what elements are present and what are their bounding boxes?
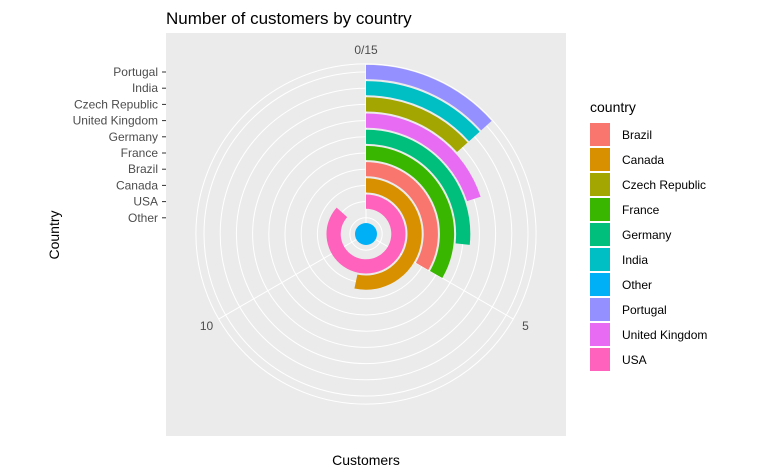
legend-key — [590, 173, 610, 196]
y-tick-label: Czech Republic — [74, 97, 158, 111]
y-tick-label: Brazil — [128, 162, 158, 176]
bars — [326, 64, 492, 290]
bar-czech-republic — [365, 97, 468, 153]
legend-key — [590, 223, 610, 246]
bar-portugal — [365, 64, 492, 131]
y-tick-label: Other — [128, 211, 158, 225]
legend-label: Brazil — [622, 128, 652, 142]
legend-key — [590, 298, 610, 321]
legend-label: Portugal — [622, 303, 667, 317]
y-tick-label: USA — [133, 195, 158, 209]
legend-key — [590, 348, 610, 371]
legend-label: United Kingdom — [622, 328, 707, 342]
legend-label: Other — [622, 278, 652, 292]
legend-label: Czech Republic — [622, 178, 706, 192]
angle-tick-label: 5 — [522, 319, 529, 333]
angle-tick-labels: 0/15 5 10 — [200, 43, 529, 333]
legend-label: USA — [622, 353, 647, 367]
y-tick-label: India — [132, 81, 158, 95]
y-axis-ticks: Other USA Canada Brazil France Germany United … — [73, 65, 166, 225]
grid-ring-outer — [195, 63, 537, 405]
bar-france — [365, 145, 455, 279]
legend-key — [590, 248, 610, 271]
y-tick-label: France — [121, 146, 159, 160]
legend-key — [590, 148, 610, 171]
legend: country Brazil Canada Czech Republic France… — [590, 99, 707, 371]
y-tick-label: Canada — [116, 178, 158, 192]
bar-other — [355, 223, 377, 245]
legend-label: Germany — [622, 228, 671, 242]
y-tick-label: Germany — [109, 130, 158, 144]
y-tick-label: United Kingdom — [73, 114, 158, 128]
bar-india — [365, 81, 480, 142]
legend-label: India — [622, 253, 648, 267]
bar-usa — [326, 194, 406, 274]
legend-label: France — [622, 203, 660, 217]
legend-key — [590, 323, 610, 346]
bar-germany — [365, 129, 471, 245]
chart-title: Number of customers by country — [166, 9, 412, 28]
legend-title: country — [590, 99, 636, 115]
legend-key — [590, 273, 610, 296]
bar-united-kingdom — [365, 113, 481, 202]
y-axis-title: Country — [46, 210, 62, 259]
bar-brazil — [365, 162, 438, 270]
x-axis-title: Customers — [332, 452, 400, 468]
legend-key — [590, 198, 610, 221]
bar-canada — [354, 178, 422, 290]
legend-key — [590, 123, 610, 146]
y-tick-label: Portugal — [113, 65, 158, 79]
angle-tick-label: 10 — [200, 319, 214, 333]
angle-tick-label: 0/15 — [354, 43, 378, 57]
legend-label: Canada — [622, 153, 664, 167]
